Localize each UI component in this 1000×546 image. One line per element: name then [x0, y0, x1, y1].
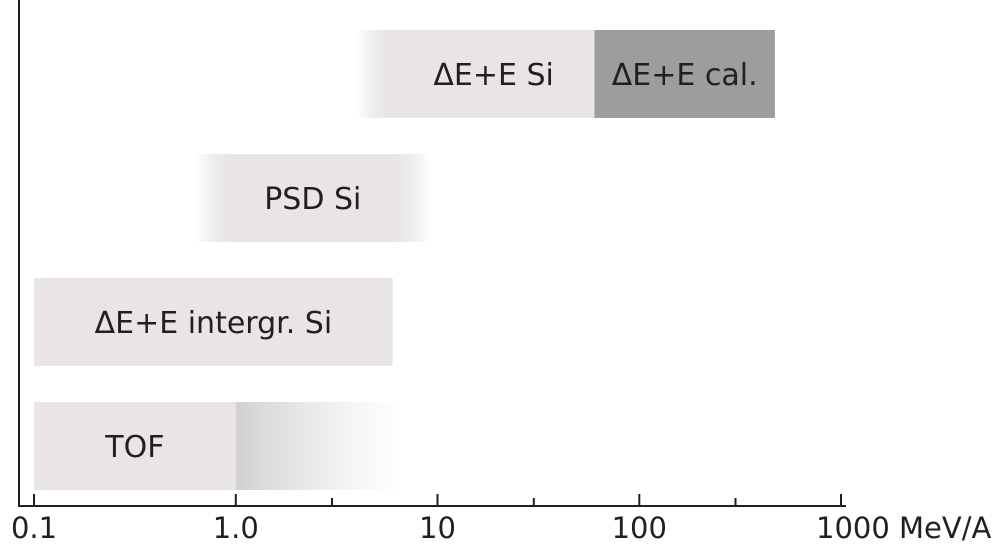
bar-segment: [235, 154, 390, 242]
bar-e-e-intergr-si: [34, 278, 393, 366]
axis-layer: [18, 0, 846, 507]
ticks-layer: 0.1 1.0 10 100 1000 MeV/A: [11, 494, 991, 545]
bar-psd-si: [195, 154, 431, 242]
labels-layer: ΔE+E cal. ΔE+E Si PSD Si ΔE+E intergr. Si TO…: [95, 58, 758, 465]
bar-segment: [34, 402, 236, 490]
x-tick-label: 1000 MeV/A: [816, 511, 991, 545]
bar-label: ΔE+E Si: [433, 58, 553, 93]
x-tick-label: 100: [612, 511, 667, 545]
bar-segment: [392, 30, 595, 118]
bar-label: ΔE+E intergr. Si: [95, 306, 333, 341]
bar-segment: [389, 154, 431, 242]
bar-segment: [594, 30, 775, 118]
segment-label: ΔE+E cal.: [612, 58, 758, 93]
bar-tof: [34, 402, 404, 490]
x-tick-label: 10: [419, 511, 456, 545]
bar-segment: [357, 30, 393, 118]
bar-label: PSD Si: [264, 182, 361, 217]
x-tick-label: 1.0: [213, 511, 259, 545]
bars-layer: [34, 30, 775, 490]
bar-segment: [195, 154, 236, 242]
bar-segment: [34, 278, 393, 366]
bar-e-e-si: [357, 30, 775, 118]
x-tick-label: 0.1: [11, 511, 57, 545]
bar-label: TOF: [104, 430, 164, 465]
bar-segment: [235, 402, 404, 490]
